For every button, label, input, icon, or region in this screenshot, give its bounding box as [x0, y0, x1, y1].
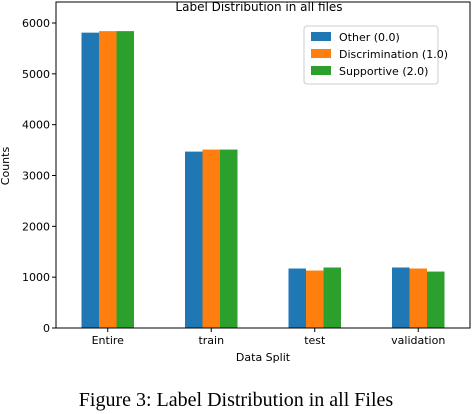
plot-frame [55, 1, 471, 329]
y-tick-label: 2000 [22, 220, 50, 233]
bar [288, 268, 306, 328]
legend-label: Discrimination (1.0) [339, 48, 448, 61]
x-tick-label: validation [391, 334, 445, 347]
bar-chart: Label Distribution in all files 0 1000 200… [0, 0, 471, 364]
bars [81, 31, 445, 329]
legend-box [303, 25, 439, 85]
bar [220, 149, 238, 328]
bar [116, 31, 134, 329]
bar [185, 151, 203, 328]
bar [202, 149, 220, 328]
y-tick-label: 3000 [22, 170, 50, 183]
bar [409, 268, 427, 328]
y-axis: 0 1000 2000 3000 4000 5000 6000 [22, 17, 56, 335]
bar [427, 271, 445, 328]
bar [306, 270, 324, 328]
legend-swatch [311, 49, 331, 58]
figure-caption: Figure 3: Label Distribution in all File… [78, 389, 394, 411]
y-tick-label: 6000 [22, 17, 50, 30]
x-tick-label: Entire [92, 334, 125, 347]
x-tick-label: test [304, 334, 326, 347]
legend-swatch [311, 32, 331, 41]
y-tick-label: 0 [43, 322, 50, 335]
legend: Other (0.0) Discrimination (1.0) Supportiv… [303, 25, 448, 85]
bar [323, 267, 341, 328]
y-axis-label: Counts [0, 147, 12, 186]
x-tick-label: train [198, 334, 224, 347]
x-axis-label: Data Split [236, 351, 291, 364]
chart-title: Label Distribution in all files [175, 0, 342, 14]
y-tick-label: 4000 [22, 119, 50, 132]
y-tick-label: 1000 [22, 271, 50, 284]
y-tick-label: 5000 [22, 68, 50, 81]
bar [81, 32, 99, 329]
legend-swatch [311, 66, 331, 75]
x-axis: Entire train test validation [92, 328, 445, 347]
bar [392, 267, 410, 328]
legend-label: Supportive (2.0) [339, 65, 428, 78]
bar [99, 31, 117, 329]
legend-label: Other (0.0) [339, 31, 400, 44]
